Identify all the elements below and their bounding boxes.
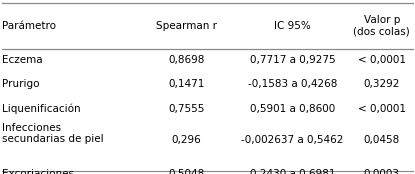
Text: 0,1471: 0,1471 (168, 79, 205, 89)
Text: Parámetro: Parámetro (2, 21, 56, 31)
Text: Valor p
(dos colas): Valor p (dos colas) (354, 15, 410, 37)
Text: Excoriaciones: Excoriaciones (2, 169, 74, 174)
Text: Infecciones
secundarias de piel: Infecciones secundarias de piel (2, 123, 104, 144)
Text: < 0,0001: < 0,0001 (358, 104, 406, 114)
Text: Spearman r: Spearman r (156, 21, 217, 31)
Text: 0,3292: 0,3292 (364, 79, 400, 89)
Text: -0,1583 a 0,4268: -0,1583 a 0,4268 (248, 79, 337, 89)
Text: 0,0003: 0,0003 (364, 169, 400, 174)
Text: Prurigo: Prurigo (2, 79, 39, 89)
Text: -0,002637 a 0,5462: -0,002637 a 0,5462 (242, 135, 344, 145)
Text: 0,2430 a 0,6981: 0,2430 a 0,6981 (250, 169, 335, 174)
Text: < 0,0001: < 0,0001 (358, 56, 406, 65)
Text: IC 95%: IC 95% (274, 21, 311, 31)
Text: 0,5901 a 0,8600: 0,5901 a 0,8600 (250, 104, 335, 114)
Text: 0,8698: 0,8698 (168, 56, 205, 65)
Text: Liquenificación: Liquenificación (2, 104, 81, 114)
Text: 0,5048: 0,5048 (168, 169, 205, 174)
Text: 0,7717 a 0,9275: 0,7717 a 0,9275 (250, 56, 335, 65)
Text: 0,0458: 0,0458 (364, 135, 400, 145)
Text: 0,7555: 0,7555 (168, 104, 205, 114)
Text: Eczema: Eczema (2, 56, 43, 65)
Text: 0,296: 0,296 (172, 135, 202, 145)
